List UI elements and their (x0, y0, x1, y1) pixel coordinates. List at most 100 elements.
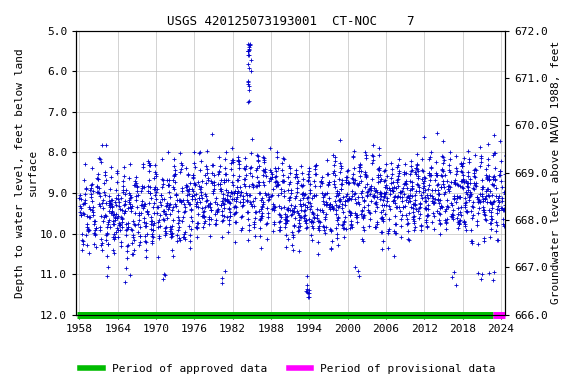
Point (378, 246, 387, 252)
Point (229, 196, 238, 202)
Point (166, 234, 175, 240)
Point (310, 166, 320, 172)
Point (466, 227, 475, 233)
Point (242, 163, 251, 169)
Point (378, 207, 388, 213)
Point (237, 213, 247, 219)
Point (254, 162, 263, 169)
Point (295, 214, 305, 220)
Point (377, 194, 386, 200)
Point (469, 167, 479, 173)
Point (107, 201, 116, 207)
Point (384, 245, 393, 251)
Point (410, 201, 419, 207)
Point (104, 217, 113, 223)
Point (328, 170, 338, 176)
Point (249, 223, 259, 230)
Point (417, 195, 426, 201)
Point (185, 232, 195, 238)
Point (493, 237, 502, 243)
Point (100, 214, 109, 220)
Point (293, 208, 302, 214)
Point (167, 233, 176, 240)
Point (362, 194, 372, 200)
Point (479, 207, 488, 213)
Point (475, 199, 484, 205)
Point (394, 168, 403, 174)
Point (461, 227, 470, 233)
Point (471, 180, 480, 186)
Point (304, 177, 313, 183)
Point (413, 166, 422, 172)
Point (433, 187, 442, 194)
Point (341, 174, 350, 180)
Point (309, 178, 319, 184)
Point (289, 223, 298, 229)
Point (372, 224, 381, 230)
Point (374, 152, 384, 159)
Point (145, 162, 154, 169)
Point (304, 178, 313, 184)
Point (94, 190, 104, 196)
Point (146, 217, 156, 223)
Point (194, 211, 203, 217)
Point (451, 282, 460, 288)
Point (373, 220, 382, 227)
Point (373, 172, 382, 179)
Point (159, 196, 168, 202)
Point (285, 195, 294, 201)
Point (244, 78, 253, 84)
Point (242, 197, 252, 203)
Point (210, 185, 219, 192)
Point (78, 241, 88, 247)
Point (146, 162, 155, 168)
Point (425, 177, 434, 183)
Point (130, 210, 139, 216)
Point (314, 218, 324, 224)
Point (319, 198, 328, 204)
Point (398, 194, 407, 200)
Point (161, 211, 170, 217)
Point (409, 227, 418, 233)
Point (271, 204, 280, 210)
Point (238, 199, 248, 205)
Point (131, 182, 140, 188)
Point (195, 183, 204, 189)
Point (199, 209, 208, 215)
Point (450, 181, 459, 187)
Point (227, 160, 236, 166)
Point (359, 224, 368, 230)
Point (317, 190, 327, 196)
Point (381, 177, 390, 184)
Point (143, 158, 153, 164)
Point (128, 251, 137, 257)
Point (122, 232, 131, 238)
Point (203, 203, 213, 209)
Point (150, 186, 159, 192)
Point (157, 176, 166, 182)
Point (170, 156, 179, 162)
Point (355, 164, 365, 170)
Point (110, 214, 119, 220)
Point (196, 184, 206, 190)
Point (422, 224, 431, 230)
Point (145, 200, 154, 206)
Point (453, 215, 462, 221)
Point (151, 162, 160, 168)
Point (241, 190, 251, 196)
Point (376, 189, 385, 195)
Point (248, 182, 257, 188)
Point (484, 176, 494, 182)
Point (372, 204, 381, 210)
Point (433, 172, 442, 178)
Point (346, 210, 355, 216)
Point (226, 193, 235, 199)
Point (473, 241, 482, 247)
Point (109, 250, 119, 257)
Point (147, 214, 156, 220)
Point (187, 218, 196, 224)
Point (396, 223, 406, 229)
Point (88, 198, 97, 204)
Point (335, 196, 344, 202)
Point (414, 184, 423, 190)
